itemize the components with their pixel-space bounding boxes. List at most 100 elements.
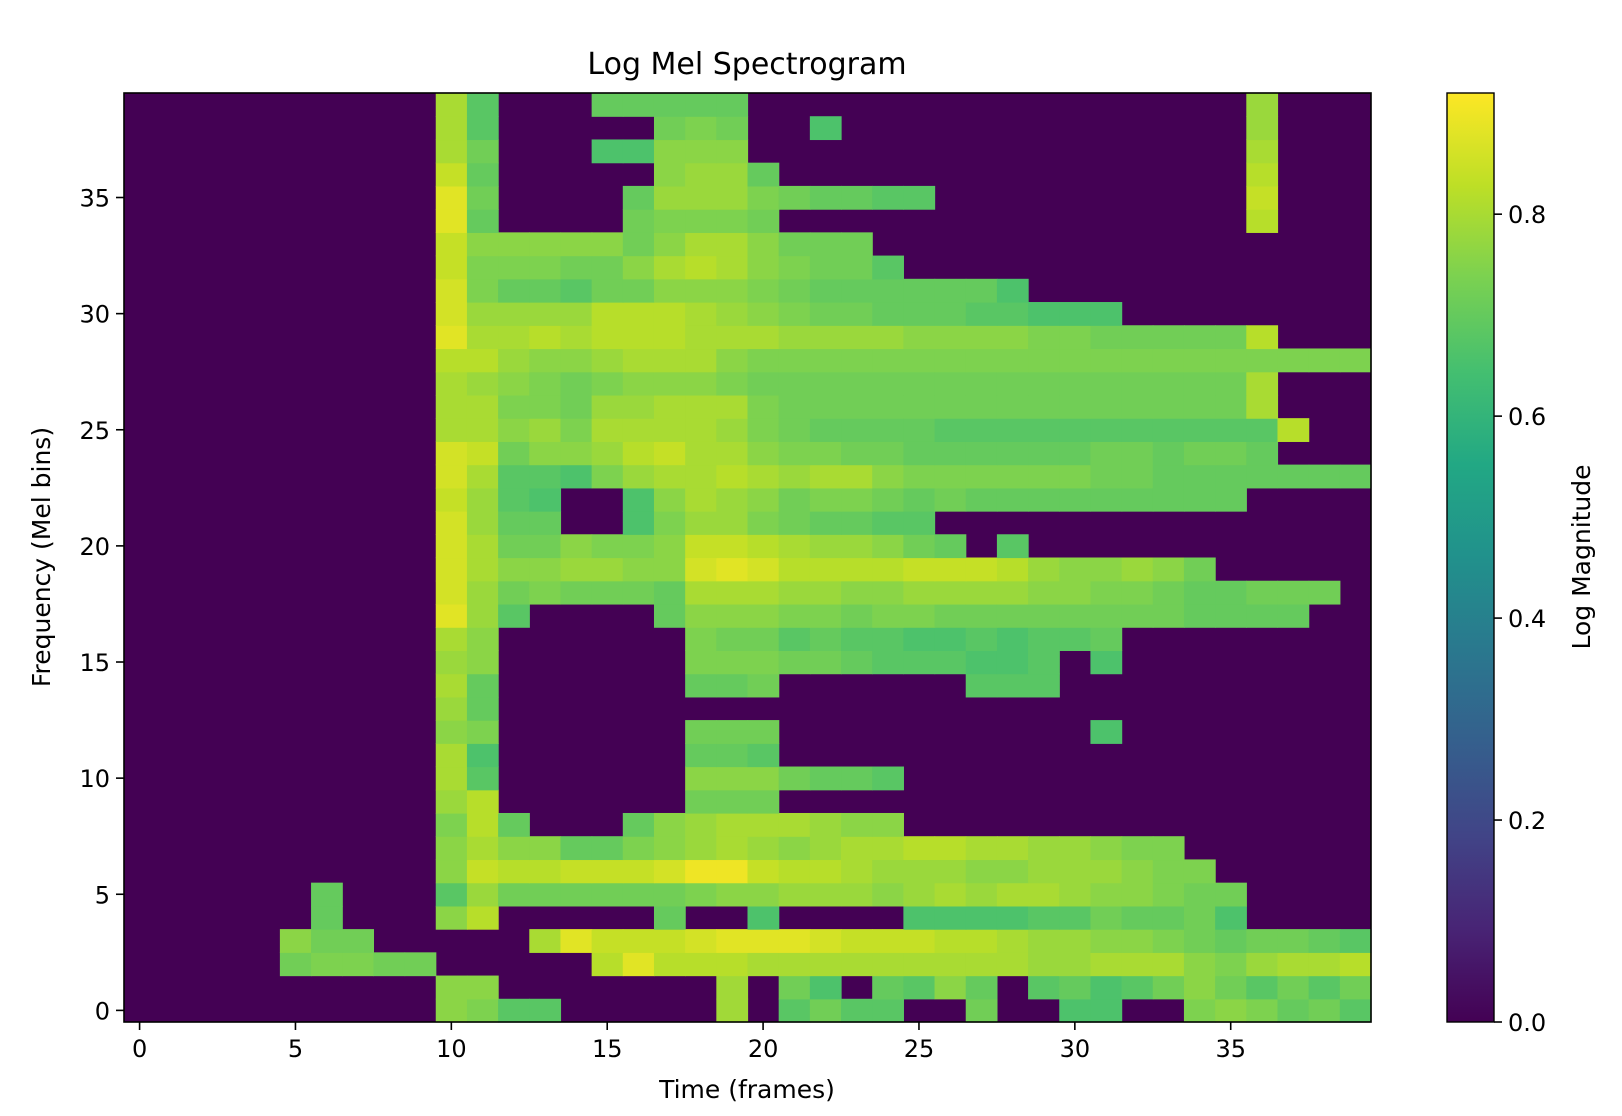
heatmap-cell bbox=[529, 348, 562, 373]
heatmap-cell bbox=[903, 882, 936, 907]
heatmap-cell bbox=[996, 905, 1029, 930]
heatmap-cell bbox=[498, 859, 530, 884]
heatmap-cell bbox=[934, 952, 967, 977]
heatmap-cell bbox=[622, 487, 655, 512]
heatmap-cell bbox=[622, 557, 655, 582]
heatmap-cell bbox=[1059, 302, 1092, 326]
heatmap-cell bbox=[435, 696, 468, 721]
heatmap-cell bbox=[591, 255, 624, 280]
heatmap-cell bbox=[903, 464, 936, 489]
heatmap-cell bbox=[622, 325, 655, 350]
heatmap-cell bbox=[965, 975, 998, 1000]
heatmap-cell bbox=[466, 836, 499, 861]
heatmap-cell bbox=[1308, 348, 1341, 373]
x-tick-label: 15 bbox=[592, 1035, 623, 1063]
heatmap-cell bbox=[1028, 836, 1060, 861]
heatmap-cell bbox=[311, 882, 343, 907]
heatmap-cell bbox=[466, 557, 499, 582]
heatmap-cell bbox=[1183, 557, 1216, 582]
heatmap-cell bbox=[1183, 882, 1216, 907]
heatmap-cell bbox=[435, 93, 468, 117]
heatmap-cell bbox=[778, 511, 811, 535]
heatmap-cell bbox=[1028, 859, 1060, 884]
heatmap-cell bbox=[809, 650, 842, 675]
y-tick-label: 0 bbox=[95, 997, 110, 1025]
heatmap-cell bbox=[435, 185, 468, 210]
heatmap-cell bbox=[996, 302, 1029, 326]
heatmap-cell bbox=[529, 418, 562, 442]
heatmap-cell bbox=[435, 278, 468, 303]
heatmap-cell bbox=[1215, 487, 1247, 512]
heatmap-cell bbox=[591, 418, 624, 442]
heatmap-cell bbox=[1059, 882, 1092, 907]
heatmap-cell bbox=[1090, 836, 1123, 861]
heatmap-cell bbox=[591, 859, 624, 884]
heatmap-cell bbox=[685, 487, 717, 512]
heatmap-cell bbox=[622, 952, 655, 977]
heatmap-cell bbox=[466, 859, 499, 884]
heatmap-cell bbox=[685, 232, 717, 257]
heatmap-cell bbox=[1152, 348, 1185, 373]
heatmap-cell bbox=[1246, 929, 1279, 953]
heatmap-cell bbox=[591, 557, 624, 582]
heatmap-cell bbox=[653, 162, 686, 187]
heatmap-cell bbox=[1183, 952, 1216, 977]
heatmap-cell bbox=[1090, 418, 1123, 442]
heatmap-cell bbox=[560, 278, 593, 303]
heatmap-cell bbox=[809, 859, 842, 884]
heatmap-cell bbox=[934, 394, 967, 419]
heatmap-cell bbox=[1121, 836, 1154, 861]
heatmap-cell bbox=[498, 232, 530, 257]
heatmap-cell bbox=[466, 464, 499, 489]
heatmap-cell bbox=[653, 603, 686, 628]
heatmap-cell bbox=[653, 929, 686, 953]
heatmap-cell bbox=[653, 557, 686, 582]
heatmap-cell bbox=[716, 185, 749, 210]
heatmap-cell bbox=[1152, 859, 1185, 884]
heatmap-cell bbox=[841, 487, 873, 512]
heatmap-cell bbox=[435, 348, 468, 373]
heatmap-cell bbox=[965, 836, 998, 861]
heatmap-cell bbox=[934, 487, 967, 512]
heatmap-cell bbox=[965, 998, 998, 1023]
heatmap-cell bbox=[903, 952, 936, 977]
heatmap-cell bbox=[1215, 998, 1247, 1023]
heatmap-cell bbox=[622, 278, 655, 303]
heatmap-cell bbox=[529, 859, 562, 884]
heatmap-cell bbox=[1121, 371, 1154, 396]
heatmap-cell bbox=[466, 371, 499, 396]
heatmap-cell bbox=[716, 859, 749, 884]
heatmap-cell bbox=[466, 627, 499, 651]
heatmap-cell bbox=[747, 464, 780, 489]
heatmap-cell bbox=[529, 255, 562, 280]
heatmap-cell bbox=[466, 720, 499, 744]
heatmap-cell bbox=[965, 325, 998, 350]
heatmap-cell bbox=[903, 603, 936, 628]
heatmap-cell bbox=[1183, 905, 1216, 930]
heatmap-cell bbox=[965, 278, 998, 303]
heatmap-cell bbox=[435, 812, 468, 837]
heatmap-cell bbox=[1059, 952, 1092, 977]
x-tick-label: 20 bbox=[748, 1035, 779, 1063]
heatmap-cell bbox=[965, 418, 998, 442]
heatmap-cell bbox=[778, 348, 811, 373]
heatmap-cell bbox=[809, 557, 842, 582]
heatmap-cell bbox=[1121, 325, 1154, 350]
heatmap-cell bbox=[685, 720, 717, 744]
y-tick-label: 35 bbox=[79, 185, 110, 213]
heatmap-cell bbox=[716, 812, 749, 837]
heatmap-cell bbox=[685, 255, 717, 280]
heatmap-cell bbox=[965, 580, 998, 605]
heatmap-cell bbox=[778, 650, 811, 675]
heatmap-cell bbox=[996, 325, 1029, 350]
heatmap-cell bbox=[996, 348, 1029, 373]
heatmap-cell bbox=[560, 580, 593, 605]
heatmap-cell bbox=[622, 185, 655, 210]
heatmap-cell bbox=[747, 929, 780, 953]
heatmap-cell bbox=[622, 348, 655, 373]
heatmap-cell bbox=[591, 534, 624, 559]
heatmap-cell bbox=[1028, 882, 1060, 907]
heatmap-cell bbox=[1028, 487, 1060, 512]
heatmap-cell bbox=[653, 139, 686, 164]
heatmap-cell bbox=[1090, 557, 1123, 582]
